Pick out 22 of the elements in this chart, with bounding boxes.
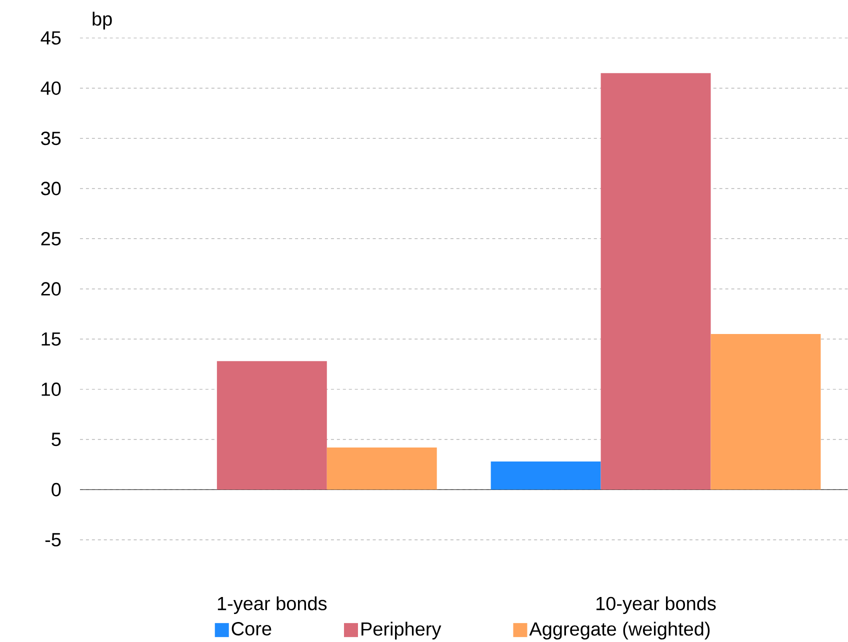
y-tick-label: 40 (40, 81, 61, 95)
legend-label: Periphery (362, 622, 442, 640)
y-tick-label: 20 (41, 282, 61, 296)
y-tick-label: 5 (52, 432, 61, 446)
y-tick-label: 10 (42, 382, 61, 396)
y-tick-label: 45 (40, 31, 61, 44)
y-tick-label: -5 (45, 533, 61, 546)
legend-label: Core (232, 622, 272, 636)
y-tick-label: 0 (52, 482, 61, 496)
bar (490, 461, 601, 490)
bar (216, 360, 327, 490)
bar (710, 334, 821, 490)
bar (600, 72, 711, 490)
y-tick-label: 25 (41, 232, 61, 246)
x-tick-label: 10-year bonds (596, 596, 716, 614)
y-axis-title: bp (92, 12, 112, 30)
y-tick-label: 30 (41, 182, 61, 196)
bar (326, 447, 437, 490)
y-tick-label: 15 (42, 332, 61, 346)
legend-label: Aggregate (weighted) (529, 622, 710, 640)
y-tick-label: 35 (41, 131, 61, 145)
x-tick-label: 1-year bonds (218, 596, 327, 614)
